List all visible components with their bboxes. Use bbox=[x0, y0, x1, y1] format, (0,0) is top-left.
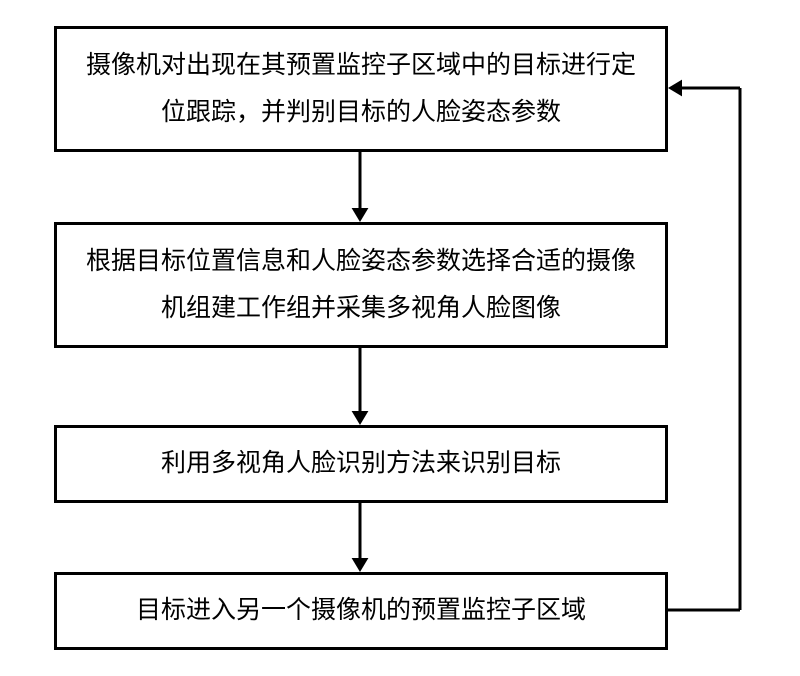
flow-box-step4: 目标进入另一个摄像机的预置监控子区域 bbox=[54, 572, 668, 650]
arrow-connector bbox=[340, 503, 380, 572]
flow-box-label: 摄像机对出现在其预置监控子区域中的目标进行定位跟踪，并判别目标的人脸姿态参数 bbox=[77, 42, 645, 137]
flow-box-label: 根据目标位置信息和人脸姿态参数选择合适的摄像机组建工作组并采集多视角人脸图像 bbox=[77, 238, 645, 333]
arrow-connector bbox=[340, 348, 380, 425]
arrow-connector bbox=[340, 152, 380, 222]
flow-box-label: 利用多视角人脸识别方法来识别目标 bbox=[161, 440, 561, 488]
flow-box-label: 目标进入另一个摄像机的预置监控子区域 bbox=[136, 587, 586, 635]
flow-box-step2: 根据目标位置信息和人脸姿态参数选择合适的摄像机组建工作组并采集多视角人脸图像 bbox=[54, 222, 668, 348]
flow-box-step3: 利用多视角人脸识别方法来识别目标 bbox=[54, 425, 668, 503]
arrow-connector bbox=[648, 68, 760, 630]
flow-box-step1: 摄像机对出现在其预置监控子区域中的目标进行定位跟踪，并判别目标的人脸姿态参数 bbox=[54, 26, 668, 152]
flowchart-diagram: 摄像机对出现在其预置监控子区域中的目标进行定位跟踪，并判别目标的人脸姿态参数根据… bbox=[0, 0, 800, 676]
